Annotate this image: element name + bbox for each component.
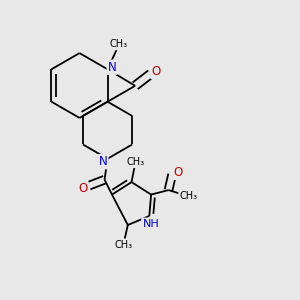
- Text: CH₃: CH₃: [114, 241, 132, 250]
- Text: O: O: [173, 166, 182, 179]
- Text: CH₃: CH₃: [179, 191, 197, 202]
- Text: NH: NH: [142, 219, 159, 229]
- Text: N: N: [108, 61, 116, 74]
- Text: N: N: [99, 155, 107, 168]
- Text: CH₃: CH₃: [110, 39, 128, 49]
- Text: CH₃: CH₃: [126, 157, 145, 167]
- Text: O: O: [78, 182, 88, 195]
- Text: O: O: [152, 65, 161, 78]
